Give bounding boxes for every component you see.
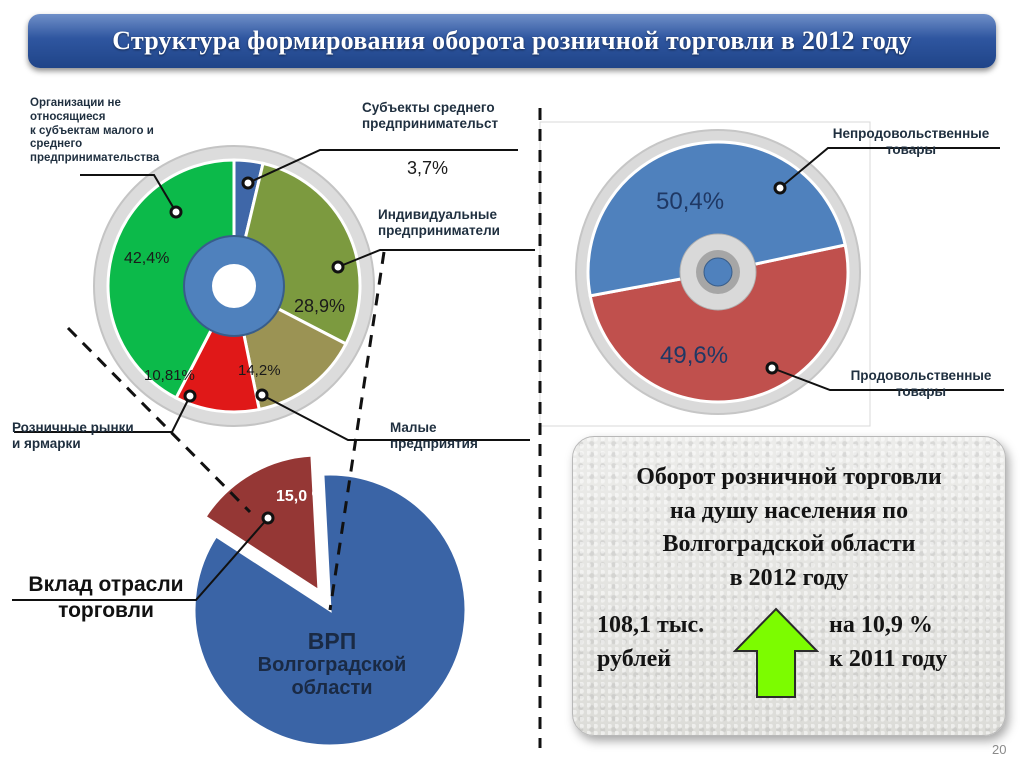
- dot-small: [255, 388, 269, 402]
- leader-food: [771, 367, 1004, 391]
- value-ip: 28,9%: [294, 296, 346, 316]
- dot-food: [765, 361, 779, 375]
- dot-ip: [331, 260, 345, 274]
- page-number: 20: [992, 742, 1007, 757]
- value-markets: 10,81%: [144, 367, 195, 384]
- value-nonfood: 50,4%: [656, 188, 725, 215]
- leader-small: [261, 394, 530, 441]
- value-food: 49,6%: [660, 342, 729, 369]
- retail-per-capita-panel: Оборот розничной торговли на душу населе…: [572, 436, 1006, 736]
- label-contrib: Вклад отрасли торговли: [28, 573, 184, 623]
- dot-medium: [241, 176, 255, 190]
- value-small: 14,2%: [238, 362, 281, 379]
- label-vrp: ВРП Волгоградской области: [257, 628, 407, 700]
- label-org: Организации не относящиеся к субъектам м…: [30, 97, 160, 165]
- up-arrow-icon: [733, 607, 819, 698]
- leader-org: [80, 174, 177, 213]
- label-medium: Субъекты среднего предпринимательст: [362, 100, 499, 132]
- leader-dots: [169, 176, 787, 525]
- pie-vrp-slice-0: [202, 453, 321, 594]
- page-title: Структура формирования оборота розничной…: [112, 26, 912, 55]
- pie-subjects-hole: [212, 264, 256, 308]
- pie-goods-slice-1: [586, 140, 847, 298]
- leader-contrib: [12, 517, 269, 601]
- label-nonfood: Непродовольственные товары: [832, 126, 990, 158]
- pie-vrp-slice-1: [192, 472, 468, 748]
- label-food: Продовольственные товары: [850, 368, 992, 400]
- panel-title: Оборот розничной торговли на душу населе…: [636, 464, 942, 591]
- panel-value-amount: 108,1 тыс. рублей: [597, 612, 705, 672]
- pie-subjects-slice-4: [106, 158, 236, 400]
- label-ip: Индивидуальные предприниматели: [378, 207, 500, 239]
- pie-goods-center: [703, 257, 733, 287]
- leader-lines: [12, 147, 1004, 601]
- leader-nonfood: [779, 147, 1000, 189]
- leader-medium: [247, 149, 518, 184]
- title-bar: Структура формирования оборота розничной…: [28, 14, 996, 68]
- dot-contrib: [261, 511, 275, 525]
- dot-org: [169, 205, 183, 219]
- pie-subjects: [93, 145, 375, 427]
- label-markets: Розничные рынки и ярмарки: [12, 420, 134, 452]
- dashed-connector-right: [328, 251, 386, 611]
- leader-ip: [337, 249, 535, 268]
- pie-vrp: [192, 453, 468, 748]
- pie-goods: [539, 121, 871, 427]
- panel-value-growth: на 10,9 % к 2011 году: [829, 612, 948, 672]
- dot-markets: [183, 389, 197, 403]
- dot-nonfood: [773, 181, 787, 195]
- pie-goods-frame: [539, 121, 871, 427]
- dashed-connector-left: [66, 326, 252, 514]
- value-medium: 3,7%: [407, 158, 449, 178]
- value-org: 42,4%: [124, 250, 170, 267]
- value-contrib: 15,0 %: [276, 488, 326, 505]
- label-small: Малые предприятия: [390, 420, 478, 452]
- leader-markets: [14, 395, 191, 433]
